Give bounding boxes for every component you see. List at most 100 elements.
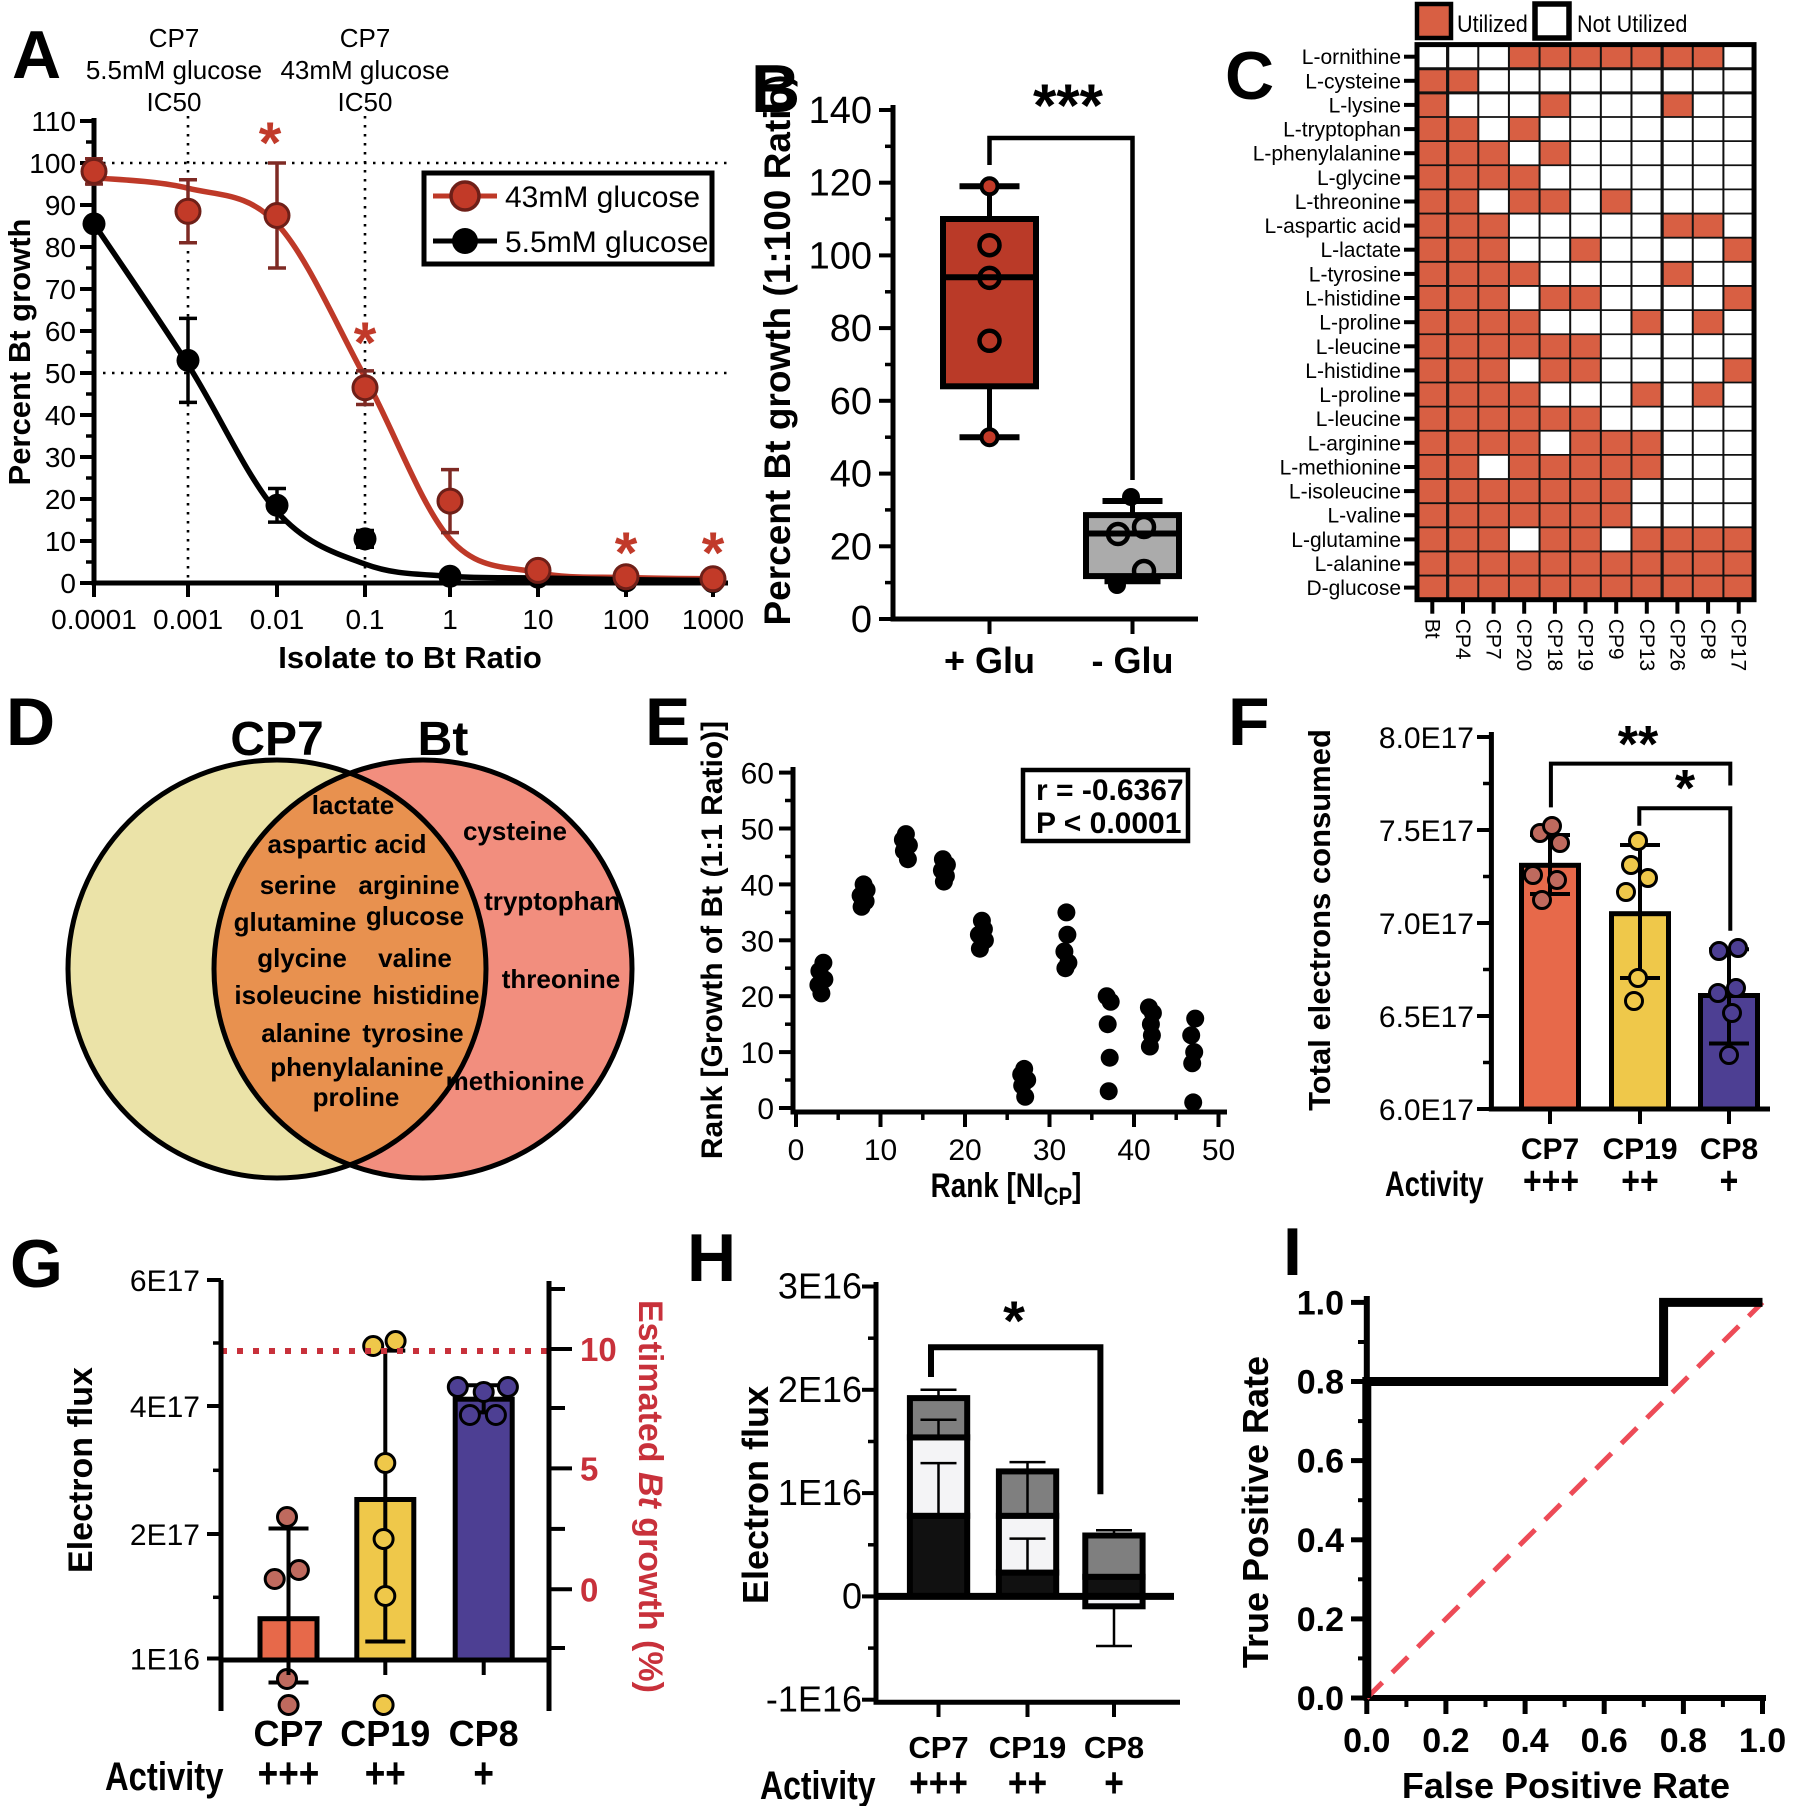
svg-text:5.5mM glucose: 5.5mM glucose bbox=[505, 226, 708, 259]
svg-text:Not Utilized: Not Utilized bbox=[1577, 10, 1687, 37]
svg-text:7.0E17: 7.0E17 bbox=[1379, 908, 1474, 941]
svg-text:I: I bbox=[1283, 1214, 1302, 1290]
svg-text:*: * bbox=[702, 521, 725, 586]
svg-text:L-methionine: L-methionine bbox=[1280, 457, 1401, 480]
svg-text:glucose: glucose bbox=[366, 901, 464, 931]
svg-text:**: ** bbox=[1618, 716, 1659, 774]
svg-text:140: 140 bbox=[809, 90, 872, 132]
svg-text:0.8: 0.8 bbox=[1297, 1364, 1344, 1402]
svg-text:*: * bbox=[615, 521, 638, 586]
svg-text:50: 50 bbox=[45, 358, 76, 389]
svg-text:30: 30 bbox=[1033, 1134, 1066, 1167]
svg-text:alanine: alanine bbox=[261, 1018, 351, 1048]
svg-text:1: 1 bbox=[442, 604, 458, 635]
svg-text:C: C bbox=[1225, 38, 1274, 114]
svg-text:10: 10 bbox=[45, 526, 76, 557]
svg-text:H: H bbox=[687, 1220, 736, 1296]
svg-text:*: * bbox=[1003, 1289, 1025, 1352]
svg-text:-1E16: -1E16 bbox=[766, 1679, 862, 1720]
svg-text:7.5E17: 7.5E17 bbox=[1379, 815, 1474, 848]
svg-text:0.6: 0.6 bbox=[1297, 1443, 1344, 1481]
svg-text:Rank [Growth of Bt (1:1 Ratio): Rank [Growth of Bt (1:1 Ratio)] bbox=[696, 721, 729, 1159]
svg-text:2E16: 2E16 bbox=[778, 1369, 862, 1410]
svg-text:10: 10 bbox=[741, 1037, 774, 1070]
svg-text:L-cysteine: L-cysteine bbox=[1305, 70, 1401, 93]
svg-text:+: + bbox=[1104, 1761, 1124, 1806]
svg-text:r = -0.6367: r = -0.6367 bbox=[1036, 774, 1184, 807]
svg-text:valine: valine bbox=[378, 943, 452, 973]
svg-text:IC50: IC50 bbox=[147, 87, 202, 117]
svg-text:30: 30 bbox=[45, 442, 76, 473]
svg-text:D: D bbox=[6, 684, 55, 760]
svg-text:Isolate to Bt Ratio: Isolate to Bt Ratio bbox=[278, 640, 542, 675]
svg-text:L-histidine: L-histidine bbox=[1305, 360, 1401, 383]
svg-text:0: 0 bbox=[580, 1571, 598, 1608]
svg-text:B: B bbox=[751, 51, 800, 127]
svg-text:CP19: CP19 bbox=[340, 1713, 430, 1754]
svg-text:*: * bbox=[1675, 760, 1696, 818]
svg-text:0: 0 bbox=[757, 1093, 774, 1126]
svg-text:Bt: Bt bbox=[418, 713, 469, 766]
svg-text:1.0: 1.0 bbox=[1739, 1722, 1786, 1760]
svg-text:IC50: IC50 bbox=[338, 87, 393, 117]
svg-text:glycine: glycine bbox=[257, 943, 347, 973]
svg-text:arginine: arginine bbox=[358, 870, 459, 900]
svg-text:43mM glucose: 43mM glucose bbox=[505, 181, 700, 214]
svg-text:L-ornithine: L-ornithine bbox=[1302, 46, 1401, 69]
svg-text:threonine: threonine bbox=[502, 964, 620, 994]
svg-text:+++: +++ bbox=[258, 1749, 320, 1798]
svg-text:0.4: 0.4 bbox=[1501, 1722, 1548, 1760]
svg-text:Percent Bt growth (1:100 Ratio: Percent Bt growth (1:100 Ratio) bbox=[757, 75, 798, 626]
svg-text:CP13: CP13 bbox=[1635, 619, 1658, 672]
svg-text:60: 60 bbox=[741, 758, 774, 791]
svg-text:+++: +++ bbox=[1523, 1158, 1579, 1203]
svg-text:CP7: CP7 bbox=[340, 23, 391, 53]
svg-text:CP18: CP18 bbox=[1543, 619, 1566, 672]
svg-text:L-lactate: L-lactate bbox=[1320, 239, 1401, 262]
svg-text:CP8: CP8 bbox=[1084, 1730, 1144, 1765]
svg-text:CP4: CP4 bbox=[1451, 619, 1474, 660]
svg-text:Bt: Bt bbox=[1420, 619, 1443, 639]
svg-text:0.6: 0.6 bbox=[1581, 1722, 1628, 1760]
svg-text:Total electrons consumed: Total electrons consumed bbox=[1302, 729, 1337, 1111]
svg-text:***: *** bbox=[1033, 72, 1104, 139]
svg-text:CP9: CP9 bbox=[1604, 619, 1627, 660]
svg-text:True Positive Rate: True Positive Rate bbox=[1235, 1356, 1276, 1668]
svg-text:+ Glu: + Glu bbox=[944, 640, 1035, 681]
svg-text:CP19: CP19 bbox=[1602, 1133, 1677, 1166]
svg-text:++: ++ bbox=[365, 1749, 406, 1798]
svg-text:P < 0.0001: P < 0.0001 bbox=[1036, 807, 1181, 840]
svg-text:6.5E17: 6.5E17 bbox=[1379, 1001, 1474, 1034]
svg-text:2E17: 2E17 bbox=[130, 1519, 200, 1552]
svg-text:tryptophan: tryptophan bbox=[484, 886, 620, 916]
svg-text:1E16: 1E16 bbox=[778, 1472, 862, 1513]
svg-text:Electron flux: Electron flux bbox=[62, 1367, 100, 1573]
svg-text:20: 20 bbox=[830, 526, 872, 568]
svg-text:10: 10 bbox=[580, 1331, 617, 1368]
svg-text:40: 40 bbox=[741, 869, 774, 902]
svg-text:40: 40 bbox=[45, 400, 76, 431]
svg-text:L-aspartic acid: L-aspartic acid bbox=[1264, 215, 1401, 238]
svg-text:40: 40 bbox=[1117, 1134, 1150, 1167]
svg-text:CP7: CP7 bbox=[908, 1730, 968, 1765]
svg-text:0.2: 0.2 bbox=[1422, 1722, 1469, 1760]
svg-text:CP8: CP8 bbox=[1700, 1133, 1758, 1166]
svg-text:L-histidine: L-histidine bbox=[1305, 288, 1401, 311]
svg-text:proline: proline bbox=[313, 1082, 400, 1112]
svg-text:*: * bbox=[354, 311, 377, 376]
svg-text:6.0E17: 6.0E17 bbox=[1379, 1094, 1474, 1127]
svg-text:++: ++ bbox=[1008, 1761, 1047, 1806]
svg-text:0.001: 0.001 bbox=[153, 604, 223, 635]
svg-text:0: 0 bbox=[842, 1575, 862, 1616]
svg-text:L-valine: L-valine bbox=[1327, 505, 1401, 528]
svg-text:0.0001: 0.0001 bbox=[51, 604, 137, 635]
svg-text:Electron flux: Electron flux bbox=[735, 1386, 776, 1604]
svg-text:3E16: 3E16 bbox=[778, 1266, 862, 1307]
svg-text:90: 90 bbox=[45, 190, 76, 221]
svg-text:Estimated Bt growth (%): Estimated Bt growth (%) bbox=[631, 1300, 669, 1693]
svg-text:80: 80 bbox=[830, 308, 872, 350]
svg-text:10: 10 bbox=[522, 604, 553, 635]
svg-text:L-proline: L-proline bbox=[1319, 384, 1401, 407]
svg-text:60: 60 bbox=[830, 381, 872, 423]
svg-text:5: 5 bbox=[580, 1450, 598, 1487]
